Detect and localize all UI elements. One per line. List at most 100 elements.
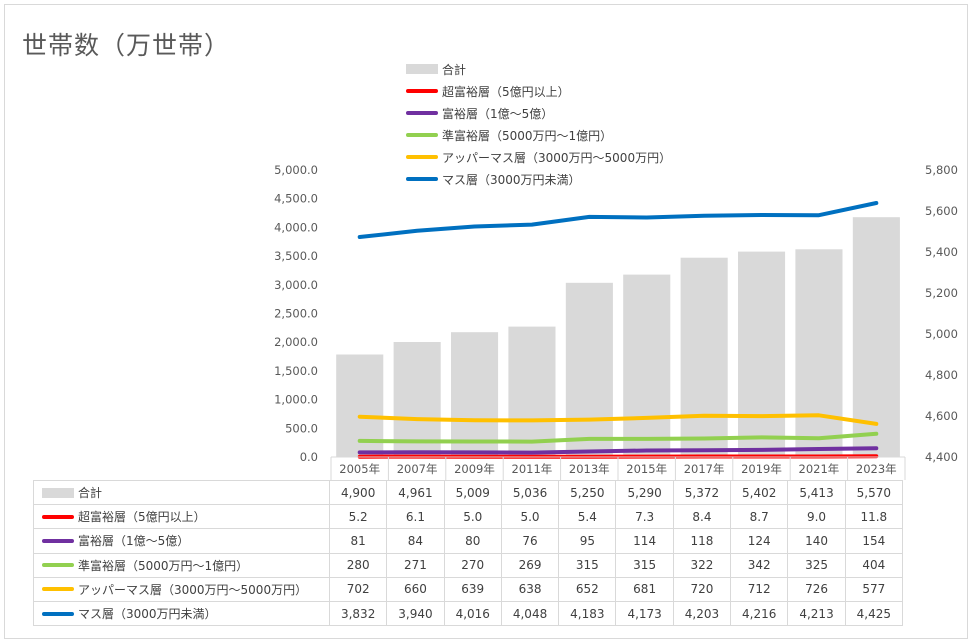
table-row: アッパーマス層（3000万円～5000万円） 702 660 639 638 652 681…: [33, 576, 903, 602]
table-cell: 639: [443, 576, 502, 602]
legend-line-swatch: [406, 177, 438, 181]
x-axis-ticks: 2005年 2007年 2009年 2011年 2013年 2015年 2017年 2019年…: [330, 456, 906, 480]
table-row: 超富裕層（5億円以上） 5.2 6.1 5.0 5.0 5.4 7.3 8.4 8.7 9.0 11…: [33, 504, 903, 530]
table-cell: 3,940: [386, 600, 445, 627]
table-cell: 280: [328, 552, 388, 578]
table-row-header: 超富裕層（5億円以上）: [33, 504, 330, 530]
right-tick-label: 5,600: [925, 204, 958, 218]
legend-label: 超富裕層（5億円以上）: [442, 84, 570, 99]
table-row-label: 準富裕層（5000万円～1億円）: [78, 558, 249, 573]
table-cell: 9.0: [787, 504, 846, 530]
bar-series-total: [336, 217, 900, 458]
left-tick-label: 2,500.0: [274, 307, 318, 321]
table-row-header: 準富裕層（5000万円～1億円）: [33, 552, 330, 578]
right-tick-label: 4,800: [925, 368, 958, 382]
table-cell: 5.2: [328, 504, 388, 530]
bar-total-5: [623, 274, 671, 457]
x-tick-label: 2021年: [799, 462, 840, 476]
table-cell: 118: [672, 528, 732, 554]
table-cell: 5,402: [730, 479, 789, 506]
legend-label: アッパーマス層（3000万円～5000万円）: [442, 150, 672, 165]
x-tick-label: 2015年: [626, 462, 667, 476]
x-tick-label: 2011年: [512, 462, 553, 476]
table-cell: 5,290: [615, 479, 674, 506]
table-cell: 124: [730, 528, 789, 554]
table-cell: 720: [672, 576, 732, 602]
right-tick-label: 5,000: [925, 327, 958, 341]
table-cell: 4,183: [558, 600, 617, 627]
legend-item: 合計: [406, 59, 466, 79]
table-cell: 5.0: [443, 504, 502, 530]
table-cell: 681: [615, 576, 674, 602]
left-axis-ticks: 0.0 500.0 1,000.0 1,500.0 2,000.0 2,500.0 3,00…: [274, 163, 318, 464]
table-cell: 5,413: [787, 479, 846, 506]
right-axis-ticks: 4,400 4,600 4,800 5,000 5,200 5,400 5,600 5,800: [925, 163, 958, 464]
left-tick-label: 1,000.0: [274, 393, 318, 407]
table-cell: 3,832: [328, 600, 388, 627]
legend-label: マス層（3000万円未満）: [442, 172, 581, 187]
table-row-header: アッパーマス層（3000万円～5000万円）: [33, 576, 330, 602]
table-cell: 5,372: [672, 479, 732, 506]
table-cell: 660: [386, 576, 445, 602]
table-cell: 154: [844, 528, 903, 554]
legend-label: 準富裕層（5000万円～1億円）: [442, 128, 613, 143]
table-cell: 8.4: [672, 504, 732, 530]
table-line-swatch: [42, 563, 74, 568]
x-tick-label: 2009年: [454, 462, 495, 476]
table-line-swatch: [42, 611, 74, 616]
bar-total-7: [738, 251, 786, 457]
legend-bar-swatch: [406, 64, 438, 74]
table-cell: 4,216: [730, 600, 789, 627]
left-tick-label: 2,000.0: [274, 335, 318, 349]
table-cell: 81: [328, 528, 388, 554]
table-cell: 4,048: [500, 600, 560, 627]
x-tick-label: 2005年: [339, 462, 380, 476]
legend-label: 富裕層（1億～5億）: [442, 106, 554, 121]
legend-item: 超富裕層（5億円以上）: [406, 81, 570, 101]
table-cell: 322: [672, 552, 732, 578]
table-cell: 5.0: [500, 504, 560, 530]
right-tick-label: 4,600: [925, 409, 958, 423]
x-tick-label: 2013年: [569, 462, 610, 476]
table-cell: 6.1: [386, 504, 445, 530]
table-cell: 8.7: [730, 504, 789, 530]
table-cell: 4,425: [844, 600, 903, 627]
left-tick-label: 1,500.0: [274, 364, 318, 378]
table-row-label: マス層（3000万円未満）: [78, 607, 217, 622]
left-tick-label: 3,500.0: [274, 249, 318, 263]
table-cell: 5,036: [500, 479, 560, 506]
left-tick-label: 4,000.0: [274, 220, 318, 234]
table-cell: 271: [386, 552, 445, 578]
line-mass: [357, 201, 879, 239]
table-cell: 95: [558, 528, 617, 554]
table-cell: 140: [787, 528, 846, 554]
table-cell: 4,016: [443, 600, 502, 627]
table-cell: 726: [787, 576, 846, 602]
table-cell: 4,203: [672, 600, 732, 627]
table-bar-swatch: [42, 487, 74, 498]
table-cell: 7.3: [615, 504, 674, 530]
legend-line-swatch: [406, 111, 438, 115]
table-row-header: 合計: [33, 479, 330, 506]
table-row-label: 富裕層（1億～5億）: [78, 534, 190, 549]
bar-total-4: [565, 282, 613, 458]
table-cell: 5.4: [558, 504, 617, 530]
table-cell: 5,570: [844, 479, 903, 506]
line-semi-wealthy: [357, 431, 879, 444]
right-tick-label: 5,800: [925, 163, 958, 177]
bar-total-1: [393, 342, 441, 457]
table-cell: 114: [615, 528, 674, 554]
table-line-swatch: [42, 587, 74, 592]
table-row: 準富裕層（5000万円～1億円） 280 271 270 269 315 315 322 342…: [33, 552, 903, 578]
table-row-header: マス層（3000万円未満）: [33, 600, 330, 627]
legend-item: アッパーマス層（3000万円～5000万円）: [406, 147, 671, 167]
data-table: 合計 4,900 4,961 5,009 5,036 5,250 5,290 5,372 5,4…: [33, 479, 903, 627]
table-cell: 638: [500, 576, 560, 602]
legend-line-swatch: [406, 89, 438, 93]
bar-total-2: [451, 332, 499, 457]
table-cell: 4,961: [386, 479, 445, 506]
table-cell: 652: [558, 576, 617, 602]
left-tick-label: 5,000.0: [274, 163, 318, 177]
table-row-header: 富裕層（1億～5億）: [33, 528, 330, 554]
table-cell: 80: [443, 528, 502, 554]
